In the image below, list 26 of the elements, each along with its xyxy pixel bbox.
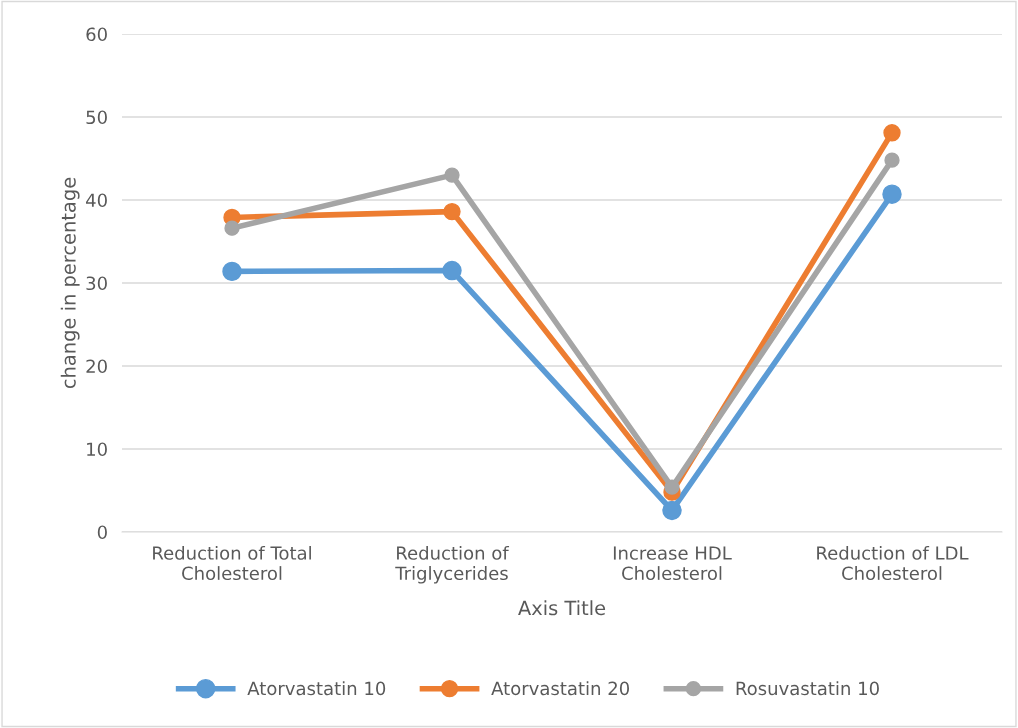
x-axis-title: Axis Title xyxy=(518,600,606,616)
y-tick-label: 20 xyxy=(86,359,107,374)
y-tick-label: 60 xyxy=(86,27,107,42)
point xyxy=(222,261,242,282)
y-tick-label: 40 xyxy=(86,193,107,208)
legend-label: Atorvastatin 20 xyxy=(491,681,630,696)
y-tick-label: 50 xyxy=(86,110,107,125)
y-axis-title: change in percentage xyxy=(60,177,80,389)
x-tick-label: Reduction of LDL Cholesterol xyxy=(817,545,969,581)
x-tick-label: Increase HDL Cholesterol xyxy=(613,546,732,581)
legend-label: Rosuvastatin 10 xyxy=(736,681,879,696)
y-tick-label: 10 xyxy=(87,442,107,457)
point xyxy=(664,479,680,495)
legend-label: Atorvastatin 10 xyxy=(247,681,386,696)
point xyxy=(662,500,682,521)
y-tick-label: 0 xyxy=(97,525,107,540)
point xyxy=(444,167,460,183)
point xyxy=(442,260,462,281)
point xyxy=(884,152,900,168)
point xyxy=(882,184,902,204)
x-tick-label: Reduction of Triglycerides xyxy=(395,545,510,584)
point xyxy=(443,202,461,221)
point xyxy=(224,220,240,236)
point xyxy=(883,124,901,142)
y-tick-label: 30 xyxy=(86,276,107,291)
x-tick-label: Reduction of Total Cholesterol xyxy=(153,545,311,581)
